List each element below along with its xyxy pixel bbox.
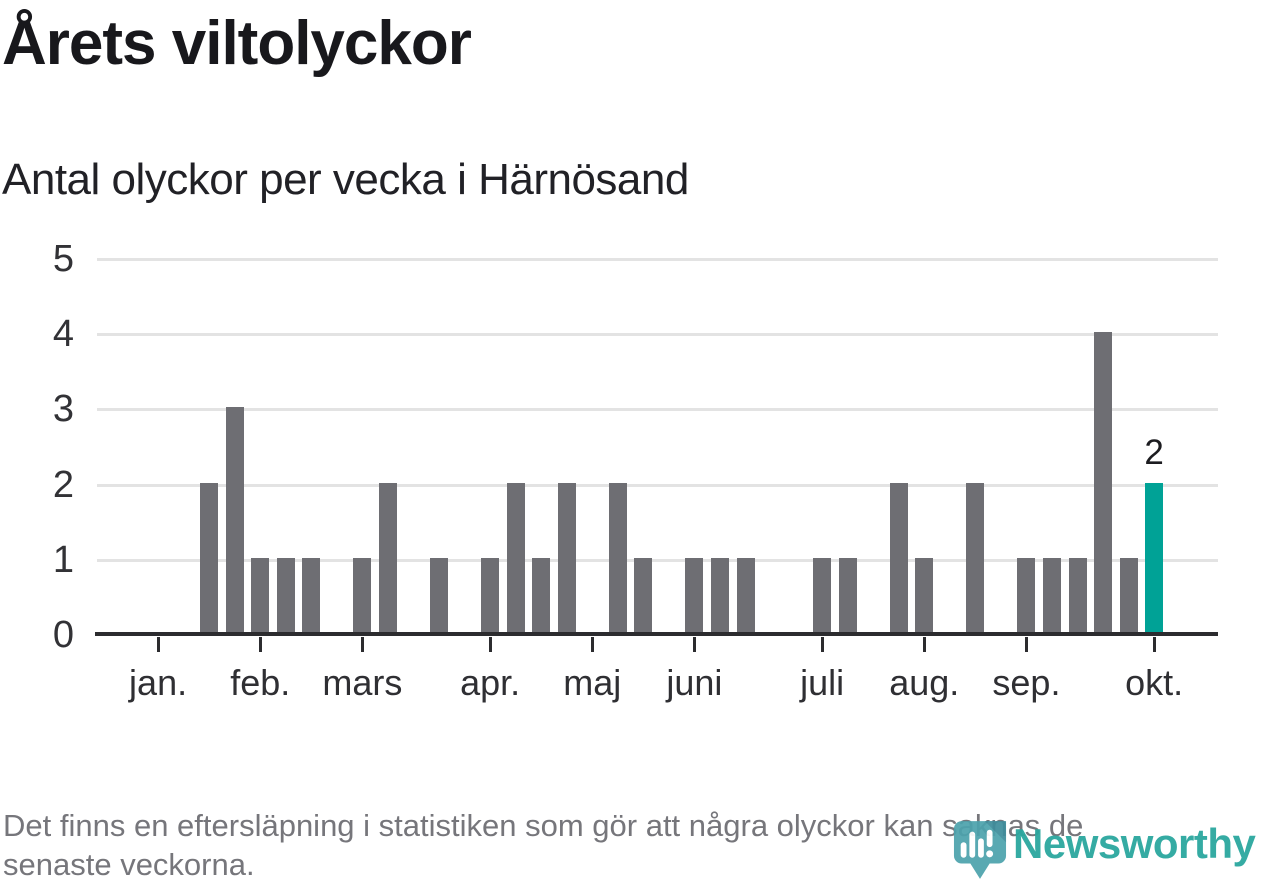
y-tick-label-5: 5	[52, 238, 74, 280]
bar	[1119, 557, 1138, 633]
page-title: Årets viltolyckor	[2, 9, 472, 78]
bar	[557, 482, 576, 633]
x-tick-juli	[820, 637, 824, 652]
gridline-3	[97, 408, 1218, 412]
x-tick-aug	[922, 637, 926, 652]
gridline-1	[97, 558, 1218, 562]
bar	[1068, 557, 1087, 633]
footnote: Det finns en eftersläpning i statistiken…	[3, 806, 1083, 879]
bar	[710, 557, 729, 633]
bar-highlighted	[1145, 482, 1164, 633]
bar	[251, 557, 270, 633]
gridline-4	[97, 333, 1218, 337]
x-month-label-maj: maj	[563, 662, 622, 703]
x-month-label-apr: apr.	[460, 662, 521, 703]
x-tick-sep	[1024, 637, 1028, 652]
bar	[200, 482, 219, 633]
x-tick-juni	[692, 637, 696, 652]
y-tick-label-4: 4	[52, 313, 74, 356]
bar	[532, 557, 551, 633]
y-tick-label-1: 1	[52, 538, 74, 581]
bar	[353, 557, 372, 633]
bar	[685, 557, 704, 633]
x-tick-feb	[258, 637, 262, 652]
newsworthy-pin-icon	[953, 821, 1007, 879]
gridline-2	[97, 483, 1218, 487]
bar	[608, 482, 627, 633]
bar	[736, 557, 755, 633]
x-month-label-juli: juli	[800, 662, 845, 703]
footnote-line-1: Det finns en eftersläpning i statistiken…	[3, 808, 1084, 843]
bar	[889, 482, 908, 633]
bar	[378, 482, 397, 633]
x-tick-apr	[488, 637, 492, 652]
y-tick-label-2: 2	[52, 463, 74, 506]
x-month-label-sep: sep.	[992, 662, 1061, 703]
x-tick-jan	[156, 637, 160, 652]
bar	[225, 407, 244, 633]
y-tick-label-0: 0	[52, 614, 74, 656]
y-axis-labels: 0 1 2 3 4 5	[14, 240, 74, 654]
x-month-label-aug: aug.	[889, 662, 960, 703]
bar	[1017, 557, 1036, 633]
gridline-5	[97, 258, 1218, 261]
bar	[276, 557, 295, 633]
x-tick-mars	[360, 637, 364, 652]
bar	[813, 557, 832, 633]
x-month-label-mars: mars	[322, 662, 403, 703]
footnote-line-2: senaste veckorna.	[3, 847, 255, 879]
newsworthy-logo: Newsworthy	[953, 820, 1259, 879]
pin-bar-glyphs	[960, 829, 994, 858]
bar	[838, 557, 857, 633]
bar	[1094, 332, 1113, 633]
x-month-label-okt: okt.	[1125, 662, 1184, 703]
plot-area: jan. feb. mars apr. maj juni juli aug. sep. okt. …	[95, 258, 1218, 703]
highlight-value-label: 2	[1144, 432, 1164, 472]
bar	[1042, 557, 1061, 633]
newsworthy-logo-text: Newsworthy	[1013, 820, 1256, 867]
x-axis-line	[95, 632, 1218, 636]
bar	[430, 557, 449, 633]
bar	[915, 557, 934, 633]
bar	[481, 557, 500, 633]
x-tick-maj	[590, 637, 594, 652]
bar	[302, 557, 321, 633]
bar	[506, 482, 525, 633]
y-tick-label-3: 3	[52, 388, 74, 431]
bar	[634, 557, 653, 633]
x-month-label-feb: feb.	[230, 662, 291, 703]
chart-subtitle: Antal olyckor per vecka i Härnösand	[2, 155, 689, 204]
x-month-label-jan: jan.	[129, 662, 188, 703]
x-month-label-juni: juni	[666, 662, 723, 703]
x-tick-okt	[1152, 637, 1156, 652]
bar	[966, 482, 985, 633]
